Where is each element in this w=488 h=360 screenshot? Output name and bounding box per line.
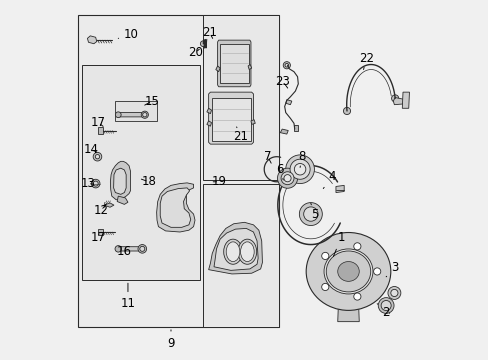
Text: 20: 20 [187, 46, 203, 59]
Polygon shape [208, 92, 253, 144]
Ellipse shape [324, 249, 372, 294]
Circle shape [285, 63, 288, 67]
Circle shape [353, 243, 360, 250]
Bar [203, 15, 278, 180]
Text: 21: 21 [233, 127, 248, 144]
Circle shape [321, 283, 328, 291]
Polygon shape [117, 247, 143, 251]
Text: 23: 23 [275, 75, 290, 88]
Text: 17: 17 [90, 116, 105, 129]
Text: 12: 12 [93, 204, 108, 217]
Text: 9: 9 [167, 330, 174, 350]
Circle shape [343, 107, 350, 114]
Circle shape [93, 181, 98, 186]
Polygon shape [247, 64, 251, 69]
Circle shape [138, 244, 146, 253]
Polygon shape [117, 113, 144, 117]
Polygon shape [250, 120, 255, 125]
Polygon shape [293, 126, 298, 131]
Circle shape [299, 203, 322, 226]
Circle shape [283, 62, 290, 69]
Circle shape [380, 301, 390, 311]
Ellipse shape [226, 242, 239, 262]
Circle shape [140, 246, 144, 251]
Circle shape [277, 168, 297, 188]
Text: 14: 14 [83, 143, 98, 156]
Polygon shape [110, 161, 130, 200]
Circle shape [285, 155, 314, 184]
Circle shape [115, 246, 121, 252]
Polygon shape [206, 121, 211, 126]
Circle shape [284, 175, 290, 182]
Bar [78, 15, 278, 327]
Polygon shape [160, 188, 190, 227]
Polygon shape [211, 98, 250, 140]
Circle shape [390, 289, 397, 297]
Ellipse shape [337, 262, 359, 282]
Ellipse shape [223, 239, 242, 264]
Circle shape [200, 41, 206, 46]
Bar [203, 184, 278, 327]
Circle shape [93, 152, 102, 161]
Circle shape [391, 95, 398, 102]
Text: 6: 6 [276, 163, 284, 180]
Circle shape [373, 268, 380, 275]
Circle shape [142, 113, 147, 117]
Polygon shape [87, 36, 97, 44]
Circle shape [91, 179, 100, 188]
Polygon shape [98, 127, 102, 134]
Circle shape [321, 252, 328, 260]
Ellipse shape [238, 239, 256, 264]
Text: 22: 22 [358, 51, 373, 69]
Circle shape [95, 154, 100, 159]
Polygon shape [117, 196, 128, 204]
Text: 8: 8 [298, 150, 305, 167]
Bar [82, 65, 199, 280]
Polygon shape [215, 66, 220, 72]
Polygon shape [214, 228, 258, 270]
Text: 5: 5 [310, 203, 318, 221]
Circle shape [353, 293, 360, 300]
Circle shape [387, 287, 400, 300]
Text: 3: 3 [386, 261, 398, 277]
Polygon shape [206, 108, 211, 114]
Ellipse shape [240, 242, 254, 262]
Polygon shape [220, 44, 248, 83]
Circle shape [303, 207, 317, 221]
Text: 19: 19 [211, 175, 226, 188]
Text: 11: 11 [120, 283, 135, 310]
Polygon shape [217, 40, 250, 87]
Polygon shape [113, 168, 126, 194]
Text: 17: 17 [90, 231, 105, 244]
Circle shape [115, 112, 121, 118]
Text: 2: 2 [376, 304, 389, 319]
Text: 16: 16 [117, 245, 132, 258]
Circle shape [289, 159, 309, 179]
Polygon shape [208, 222, 262, 274]
Polygon shape [104, 203, 114, 207]
Circle shape [281, 172, 293, 185]
Circle shape [378, 298, 393, 314]
Polygon shape [285, 100, 291, 105]
Polygon shape [337, 273, 359, 321]
Text: 21: 21 [202, 27, 217, 40]
Text: 1: 1 [333, 231, 345, 256]
Text: 7: 7 [264, 150, 271, 163]
Text: 18: 18 [141, 175, 156, 188]
Polygon shape [156, 183, 195, 232]
Polygon shape [402, 92, 408, 108]
Circle shape [141, 111, 148, 118]
Ellipse shape [325, 251, 370, 292]
Bar [115, 101, 156, 121]
Text: 10: 10 [118, 28, 139, 41]
Ellipse shape [305, 233, 390, 310]
Polygon shape [98, 229, 102, 235]
Text: 4: 4 [323, 170, 335, 189]
Text: 15: 15 [144, 95, 159, 108]
Text: 13: 13 [80, 177, 95, 190]
Polygon shape [335, 185, 344, 193]
Circle shape [294, 163, 305, 175]
Polygon shape [392, 98, 403, 105]
Polygon shape [280, 129, 287, 134]
